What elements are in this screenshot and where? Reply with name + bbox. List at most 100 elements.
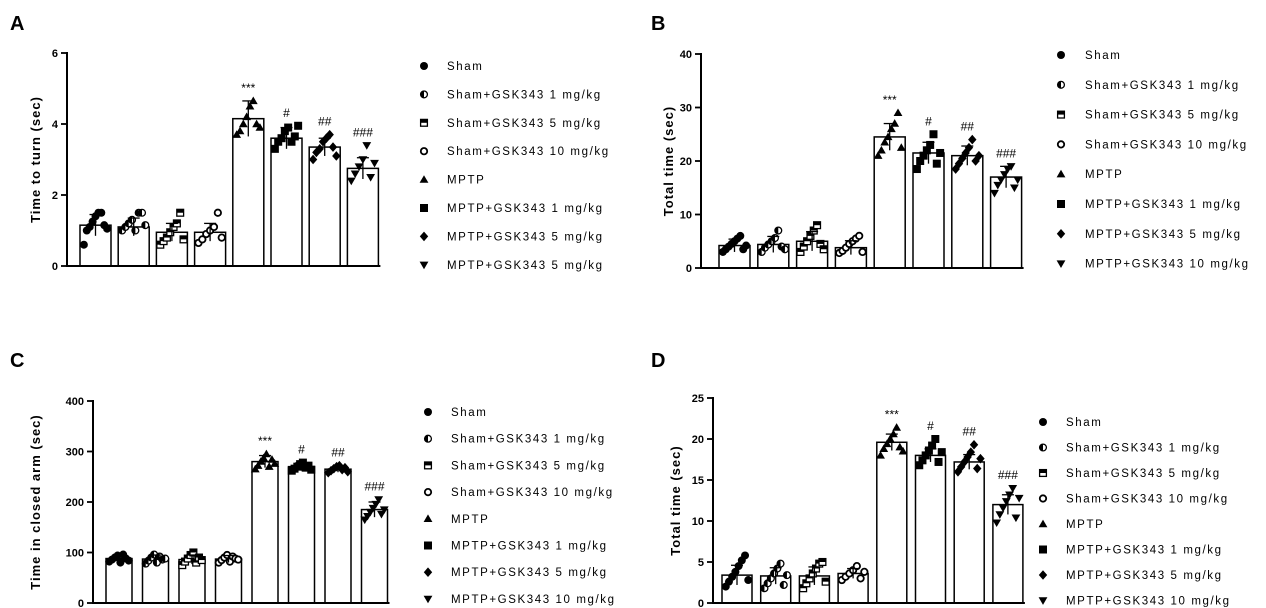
panel-a-point-2-7	[137, 208, 147, 217]
panel-d-point-3-8	[821, 577, 830, 586]
panel-a-point-8-5	[362, 142, 372, 150]
panel-a-significance-6: #	[283, 106, 290, 120]
panel-d-point-1-7	[741, 551, 750, 560]
panel-d-point-7-2	[956, 462, 966, 472]
panel-d-legend-label-6: MPTP+GSK343 1 mg/kg	[1066, 545, 1223, 557]
panel-c-point-5-4	[259, 453, 269, 462]
panel-a-legend-marker-3	[419, 118, 429, 127]
panel-c-legend: Sham Sham+GSK343 1 mg/kg Sham+GSK343 5 mg/…	[423, 407, 616, 606]
panel-a-y-tick-label-2: 4	[52, 119, 59, 131]
panel-d-legend-label-3: Sham+GSK343 5 mg/kg	[1066, 468, 1221, 480]
panel-d-point-6-7	[934, 457, 943, 466]
panel-a-point-2-8	[141, 221, 150, 230]
panel-a-point-5-8	[255, 123, 265, 131]
panel-a-letter: A	[10, 13, 24, 35]
panel-a-error-bar-8	[356, 157, 369, 180]
panel-c-y-tick-label-4: 400	[66, 396, 84, 408]
panel-d-legend-label-8: MPTP+GSK343 10 mg/kg	[1066, 596, 1231, 608]
panel-c-bar-8	[360, 508, 389, 604]
panel-a-point-6-1	[270, 144, 279, 153]
panel-b-legend-label-2: Sham+GSK343 1 mg/kg	[1085, 80, 1240, 92]
panel-d-point-5-7	[895, 442, 905, 451]
panel-c-point-3-5	[189, 548, 198, 557]
panel-c-point-8-8	[379, 506, 389, 514]
panel-d-legend-label-5: MPTP	[1066, 519, 1104, 531]
panel-a-point-7-1	[308, 154, 318, 165]
panel-b-legend-label-7: MPTP+GSK343 5 mg/kg	[1085, 229, 1242, 241]
panel-b-y-tick-label-2: 20	[680, 156, 692, 168]
panel-c-bar-7	[324, 468, 352, 604]
panel-a-error-bar-7	[318, 137, 331, 156]
panel-b-error-bar-5	[883, 122, 896, 151]
panel-c-legend-label-2: Sham+GSK343 1 mg/kg	[451, 434, 606, 446]
panel-a-point-8-3	[354, 163, 364, 171]
panel-d-error-bar-8	[1001, 494, 1014, 515]
panel-b-legend-label-5: MPTP	[1085, 169, 1123, 181]
panel-b-point-2-8	[780, 245, 789, 254]
panel-d-point-6-1	[915, 461, 924, 470]
panel-a-point-8-6	[366, 174, 376, 182]
panel-a-error-bar-1	[89, 213, 102, 236]
panel-d-letter: D	[651, 350, 665, 372]
panel-a-point-1-1	[79, 240, 88, 249]
panel-d-point-5-6	[892, 423, 902, 431]
panel-c-legend-label-8: MPTP+GSK343 10 mg/kg	[451, 594, 616, 606]
panel-d-y-axis-label: Total time (sec)	[668, 445, 683, 555]
panel-b-point-8-1	[990, 189, 999, 198]
panel-b-y-axis-label: Total time (sec)	[661, 106, 676, 216]
panel-b-point-2-5	[770, 233, 780, 243]
panel-a-point-8-7	[370, 159, 379, 168]
panel-d-error-bar-3	[808, 566, 821, 585]
panel-c-legend-label-3: Sham+GSK343 5 mg/kg	[451, 460, 606, 472]
panel-b-point-6-8	[936, 148, 945, 157]
panel-c-significance-6: #	[298, 443, 305, 457]
panel-d-y-tick-label-5: 25	[692, 393, 704, 405]
panel-a-significance-8: ###	[353, 125, 373, 139]
panel-d-bar-6	[914, 454, 947, 604]
panel-a-error-bar-6	[280, 126, 293, 149]
panel-c-legend-marker-2	[423, 434, 433, 443]
panel-d-point-7-4	[963, 452, 972, 462]
panel-d-point-8-3	[998, 504, 1008, 513]
panel-a-point-8-2	[350, 170, 360, 179]
panel-c-point-5-8	[270, 459, 280, 467]
panel-c-y-tick-label-2: 200	[66, 497, 84, 509]
panel-c-point-6-7	[304, 461, 313, 470]
panel-d-point-7-6	[969, 439, 979, 450]
panel-d-point-2-8	[782, 571, 791, 580]
panel-a-point-1-9	[103, 224, 112, 233]
panel-a-point-6-7	[290, 132, 299, 141]
panel-b-letter: B	[651, 13, 665, 35]
panel-a-legend-marker-4	[419, 147, 429, 156]
panel-d-legend-marker-3	[1038, 468, 1048, 478]
panel-d-point-4-5	[852, 561, 861, 571]
panel-c-letter: C	[10, 350, 24, 372]
panel-c-error-bar-1	[113, 554, 125, 562]
panel-c-significance-7: ##	[331, 446, 345, 460]
panel-b-significance-5: ***	[883, 93, 897, 107]
panel-a-bar-6	[270, 137, 303, 267]
panel-d-legend-label-4: Sham+GSK343 10 mg/kg	[1066, 494, 1229, 506]
panel-b-legend: Sham Sham+GSK343 1 mg/kg Sham+GSK343 5 mg/…	[1056, 50, 1248, 271]
panel-b-legend-label-6: MPTP+GSK343 1 mg/kg	[1085, 199, 1242, 211]
panel-d-y-tick-label-0: 0	[698, 598, 704, 608]
panel-d-legend-marker-7	[1038, 570, 1048, 580]
panel-b-legend-marker-3	[1056, 110, 1066, 119]
panel-a-legend-label-3: Sham+GSK343 5 mg/kg	[447, 118, 602, 130]
panel-c-error-bar-7	[332, 465, 344, 473]
panel-a-point-4-5	[209, 222, 219, 232]
panel-b-point-7-8	[974, 150, 984, 161]
panel-c-y-axis-label: Time in closed arm (sec)	[28, 414, 43, 590]
panel-a-point-7-7	[328, 142, 338, 152]
panel-d-legend: Sham Sham+GSK343 1 mg/kg Sham+GSK343 5 mg/…	[1038, 417, 1231, 608]
panel-b-point-7-6	[968, 134, 977, 145]
panel-d-point-8-7	[1011, 514, 1021, 523]
panel-a-point-3-8	[179, 235, 188, 244]
panel-a-point-5-2	[235, 126, 245, 135]
panel-c-point-6-8	[307, 465, 316, 474]
panel-d-legend-label-7: MPTP+GSK343 5 mg/kg	[1066, 570, 1223, 582]
panel-d-legend-marker-1	[1039, 418, 1047, 426]
panel-a-point-2-5	[131, 226, 140, 235]
